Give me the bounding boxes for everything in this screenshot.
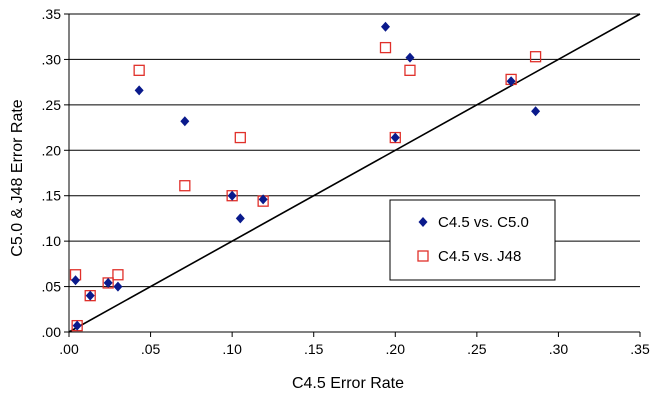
x-tick-label: .10 (222, 341, 242, 357)
j48-point (404, 64, 416, 76)
y-tick-label: .15 (42, 188, 62, 204)
x-tick-label: .35 (630, 341, 650, 357)
j48-point (379, 41, 392, 54)
data-points (69, 21, 542, 332)
y-tick-label: .05 (42, 279, 62, 295)
c50-point (390, 132, 400, 143)
c50-point (258, 194, 268, 205)
y-tick-labels: .00 .05 .10 .15 .20 .25 .30 .35 (42, 6, 62, 340)
j48-point (529, 51, 542, 63)
y-axis-title: C5.0 & J48 Error Rate (9, 99, 26, 257)
c50-point (85, 290, 95, 301)
axes (64, 13, 641, 337)
x-tick-label: .05 (141, 341, 161, 357)
x-tick-labels: .00 .05 .10 .15 .20 .25 .30 .35 (59, 341, 650, 357)
c50-point (380, 21, 390, 32)
reference-line-group (68, 13, 641, 333)
x-axis-title: C4.5 Error Rate (292, 375, 404, 392)
x-tick-label: .20 (386, 341, 406, 357)
c50-point (134, 85, 144, 96)
y-tick-label: .30 (42, 51, 62, 67)
y-tick-label: .10 (42, 233, 62, 249)
c50-point (180, 116, 190, 127)
legend-box (389, 199, 556, 281)
reference-line (68, 13, 641, 333)
y-tick-label: .35 (42, 6, 62, 22)
c50-point (71, 275, 81, 286)
c50-point (72, 320, 82, 331)
c50-point (113, 281, 123, 292)
legend-label-c50: C4.5 vs. C5.0 (438, 214, 529, 231)
c50-point (103, 277, 113, 288)
c50-point (227, 190, 237, 201)
j48-point (112, 269, 124, 281)
x-tick-label: .25 (467, 341, 487, 357)
y-tick-label: .25 (42, 97, 62, 113)
c50-point (235, 213, 245, 224)
legend: C4.5 vs. C5.0 C4.5 vs. J48 (389, 199, 556, 281)
x-tick-label: .00 (59, 341, 79, 357)
legend-marker-c50 (418, 217, 428, 227)
x-tick-label: .30 (549, 341, 569, 357)
x-tick-label: .15 (304, 341, 324, 357)
y-tick-label: .00 (42, 324, 62, 340)
c50-point (506, 76, 516, 87)
j48-point (179, 180, 191, 192)
j48-point (234, 131, 246, 144)
c50-point (405, 52, 415, 63)
y-tick-label: .20 (42, 142, 62, 158)
j48-point (133, 64, 145, 76)
gridlines (69, 13, 640, 288)
legend-label-j48: C4.5 vs. J48 (438, 248, 521, 265)
c50-point (531, 106, 541, 117)
legend-marker-j48 (417, 250, 429, 262)
